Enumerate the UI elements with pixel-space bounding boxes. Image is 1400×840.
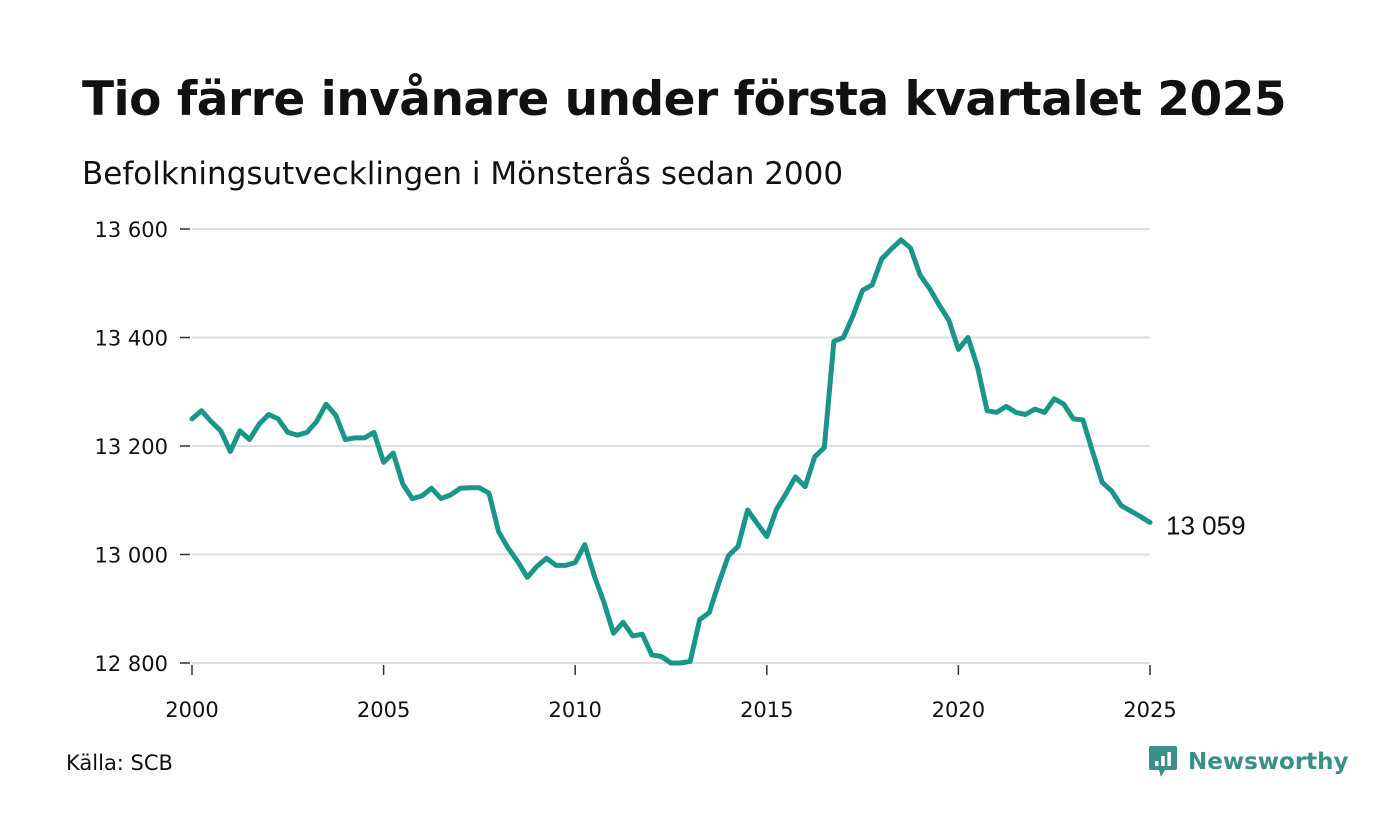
- gridlines: [192, 228, 1150, 664]
- y-tick-label: 13 200: [95, 435, 168, 459]
- newsworthy-logo: Newsworthy: [1148, 744, 1349, 780]
- logo-text: Newsworthy: [1188, 749, 1349, 775]
- end-value-label: 13 059: [1166, 510, 1246, 540]
- x-tick-label: 2010: [548, 698, 601, 722]
- source-note: Källa: SCB: [66, 751, 173, 775]
- x-tick-label: 2005: [357, 698, 410, 722]
- x-tick-label: 2015: [740, 698, 793, 722]
- y-axis-ticks: 12 800 13 000 13 200 13 400 13 600: [95, 218, 190, 676]
- y-tick-label: 13 000: [95, 544, 168, 568]
- x-tick-label: 2020: [932, 698, 985, 722]
- x-tick-label: 2025: [1123, 698, 1176, 722]
- y-tick-label: 13 400: [95, 327, 168, 351]
- chart-subtitle: Befolkningsutvecklingen i Mönsterås seda…: [82, 156, 844, 192]
- newsworthy-logo-icon: [1149, 746, 1177, 777]
- y-tick-label: 13 600: [95, 218, 168, 242]
- series-line-population: [189, 237, 1153, 666]
- chart-title: Tio färre invånare under första kvartale…: [82, 72, 1287, 127]
- x-tick-label: 2000: [165, 698, 218, 722]
- x-axis-ticks: 2000 2005 2010 2015 2020 2025: [165, 665, 1177, 722]
- y-tick-label: 12 800: [95, 652, 168, 676]
